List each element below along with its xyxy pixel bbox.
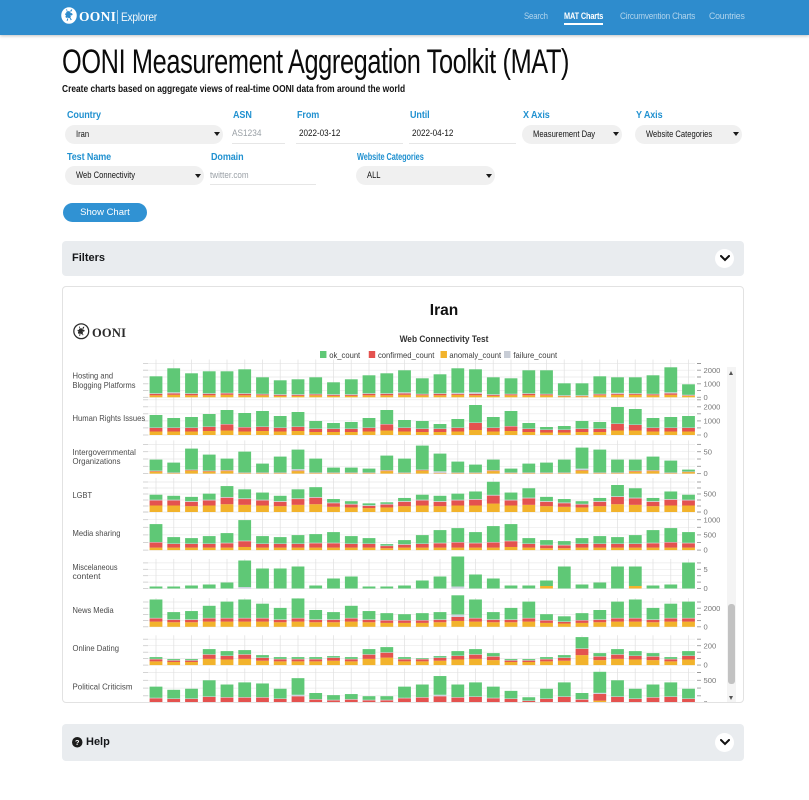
svg-text:1000: 1000 [704, 515, 721, 524]
svg-text:Miscelaneous: Miscelaneous [73, 562, 118, 572]
svg-text:Blogging Platforms: Blogging Platforms [73, 380, 136, 390]
svg-text:Organizations: Organizations [73, 456, 121, 466]
svg-text:Human Rights Issues: Human Rights Issues [73, 413, 146, 423]
svg-text:2000: 2000 [704, 366, 721, 375]
svg-text:2000: 2000 [704, 402, 721, 411]
svg-text:Online Dating: Online Dating [73, 643, 120, 653]
svg-text:0: 0 [704, 546, 708, 555]
svg-text:LGBT: LGBT [73, 490, 93, 500]
svg-text:0: 0 [704, 661, 708, 670]
svg-text:Media sharing: Media sharing [73, 528, 121, 538]
svg-text:Intergovernmental: Intergovernmental [73, 447, 137, 457]
svg-text:Hosting and: Hosting and [73, 371, 114, 381]
svg-text:500: 500 [704, 676, 717, 685]
svg-text:News Media: News Media [73, 605, 115, 615]
svg-text:2000: 2000 [704, 604, 721, 613]
svg-text:500: 500 [704, 531, 717, 540]
svg-text:Political Criticism: Political Criticism [73, 682, 133, 692]
svg-text:0: 0 [704, 469, 708, 478]
svg-text:0: 0 [704, 699, 708, 703]
svg-text:1000: 1000 [704, 417, 721, 426]
svg-text:content: content [73, 571, 102, 581]
svg-text:5: 5 [704, 565, 708, 574]
svg-text:0: 0 [704, 508, 708, 517]
svg-text:0: 0 [704, 584, 708, 593]
svg-text:200: 200 [704, 641, 717, 650]
svg-text:0: 0 [704, 622, 708, 631]
svg-text:0: 0 [704, 393, 708, 402]
svg-text:500: 500 [704, 490, 717, 499]
svg-text:?: ? [75, 738, 80, 747]
svg-text:50: 50 [704, 447, 712, 456]
svg-text:1000: 1000 [704, 379, 721, 388]
svg-text:0: 0 [704, 431, 708, 440]
